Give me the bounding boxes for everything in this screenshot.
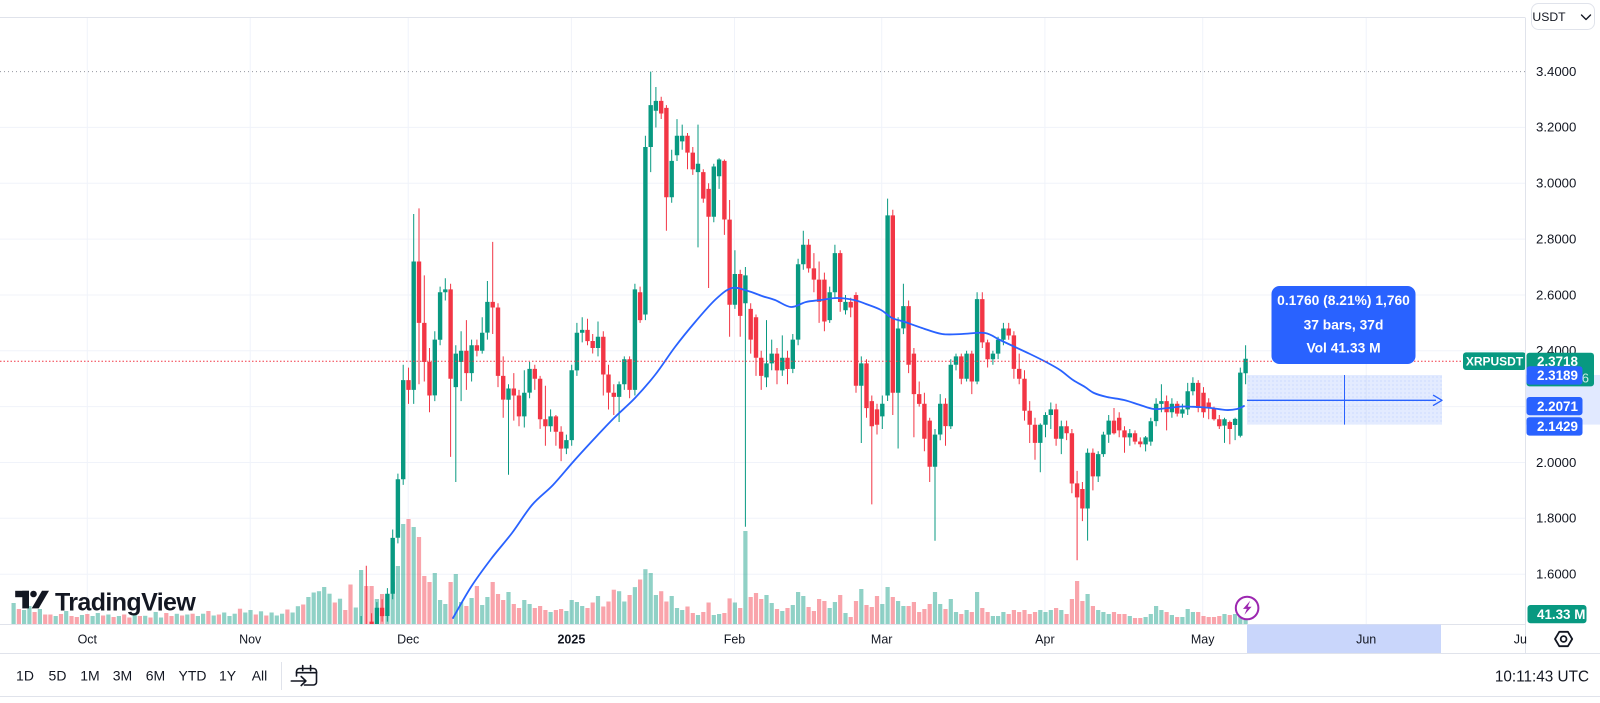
svg-text:USDT: USDT — [1532, 10, 1566, 24]
svg-text:6M: 6M — [146, 668, 165, 684]
svg-text:0.1760 (8.21%) 1,760: 0.1760 (8.21%) 1,760 — [1277, 293, 1410, 308]
svg-text:Vol 41.33 M: Vol 41.33 M — [1306, 341, 1380, 356]
svg-text:2025: 2025 — [557, 633, 585, 647]
svg-text:Mar: Mar — [871, 633, 893, 647]
svg-text:1.8000: 1.8000 — [1536, 511, 1576, 526]
svg-text:10:11:43 UTC: 10:11:43 UTC — [1495, 669, 1589, 686]
svg-text:2.3718: 2.3718 — [1537, 354, 1579, 369]
svg-text:2.3189: 2.3189 — [1537, 368, 1578, 383]
svg-text:May: May — [1191, 633, 1215, 647]
svg-text:All: All — [252, 668, 268, 684]
svg-text:1.6000: 1.6000 — [1536, 567, 1576, 582]
svg-text:41.33 M: 41.33 M — [1537, 607, 1585, 622]
svg-text:6: 6 — [1582, 371, 1589, 386]
svg-text:2.6000: 2.6000 — [1536, 287, 1576, 302]
svg-text:1Y: 1Y — [219, 668, 237, 684]
svg-text:5D: 5D — [49, 668, 67, 684]
svg-text:1D: 1D — [16, 668, 34, 684]
svg-text:Feb: Feb — [724, 633, 746, 647]
svg-text:2.8000: 2.8000 — [1536, 231, 1576, 246]
svg-text:Nov: Nov — [239, 633, 262, 647]
svg-text:2.2071: 2.2071 — [1537, 399, 1579, 414]
svg-text:37 bars, 37d: 37 bars, 37d — [1304, 318, 1384, 333]
svg-text:3M: 3M — [113, 668, 132, 684]
svg-text:XRPUSDT: XRPUSDT — [1466, 354, 1524, 368]
svg-text:TradingView: TradingView — [55, 589, 196, 617]
svg-text:3.4000: 3.4000 — [1536, 64, 1576, 79]
svg-text:2.1429: 2.1429 — [1537, 419, 1578, 434]
svg-text:2.0000: 2.0000 — [1536, 455, 1576, 470]
svg-text:1M: 1M — [80, 668, 99, 684]
svg-text:Oct: Oct — [78, 633, 98, 647]
svg-text:Ju: Ju — [1514, 633, 1527, 647]
svg-text:Apr: Apr — [1035, 633, 1054, 647]
svg-text:Jun: Jun — [1356, 633, 1376, 647]
svg-text:Dec: Dec — [397, 633, 419, 647]
svg-text:3.2000: 3.2000 — [1536, 120, 1576, 135]
svg-text:3.0000: 3.0000 — [1536, 176, 1576, 191]
svg-text:YTD: YTD — [179, 668, 207, 684]
